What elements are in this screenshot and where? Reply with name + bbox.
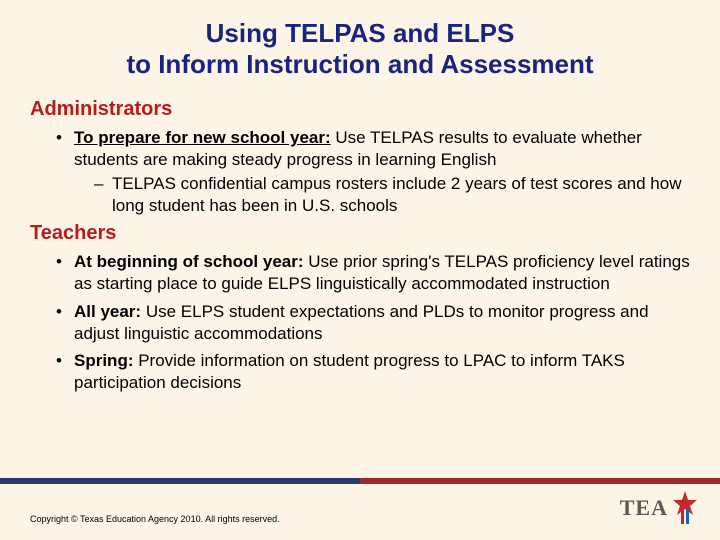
teacher-bullet-2: All year: Use ELPS student expectations … [56,301,690,345]
section-heading-teachers: Teachers [30,222,690,245]
teacher-bullet-1-lead: At beginning of school year: [74,252,304,271]
admin-bullet-1-lead: To prepare for new school year: [74,128,331,147]
teacher-bullet-3-lead: Spring: [74,351,134,370]
admin-sub-list: TELPAS confidential campus rosters inclu… [74,173,690,217]
tea-logo-text: TEA [620,495,668,521]
teacher-bullet-3-rest: Provide information on student progress … [74,351,625,392]
slide-container: Using TELPAS and ELPS to Inform Instruct… [0,0,720,540]
footer-divider-bar [0,478,720,484]
teacher-bullet-2-lead: All year: [74,302,141,321]
teacher-bullet-list: At beginning of school year: Use prior s… [30,251,690,394]
footer-bar-navy [0,478,360,484]
copyright-text: Copyright © Texas Education Agency 2010.… [30,514,280,524]
teacher-bullet-3: Spring: Provide information on student p… [56,350,690,394]
title-line-1: Using TELPAS and ELPS [206,18,515,48]
teacher-bullet-1: At beginning of school year: Use prior s… [56,251,690,295]
admin-bullet-list: To prepare for new school year: Use TELP… [30,127,690,216]
tea-logo-star-icon [672,490,698,526]
slide-title: Using TELPAS and ELPS to Inform Instruct… [30,18,690,80]
footer-bar-red [360,478,720,484]
section-heading-administrators: Administrators [30,98,690,121]
title-line-2: to Inform Instruction and Assessment [126,49,593,79]
admin-bullet-1: To prepare for new school year: Use TELP… [56,127,690,216]
admin-sub-1: TELPAS confidential campus rosters inclu… [94,173,690,217]
teacher-bullet-2-rest: Use ELPS student expectations and PLDs t… [74,302,649,343]
tea-logo: TEA [620,490,698,526]
